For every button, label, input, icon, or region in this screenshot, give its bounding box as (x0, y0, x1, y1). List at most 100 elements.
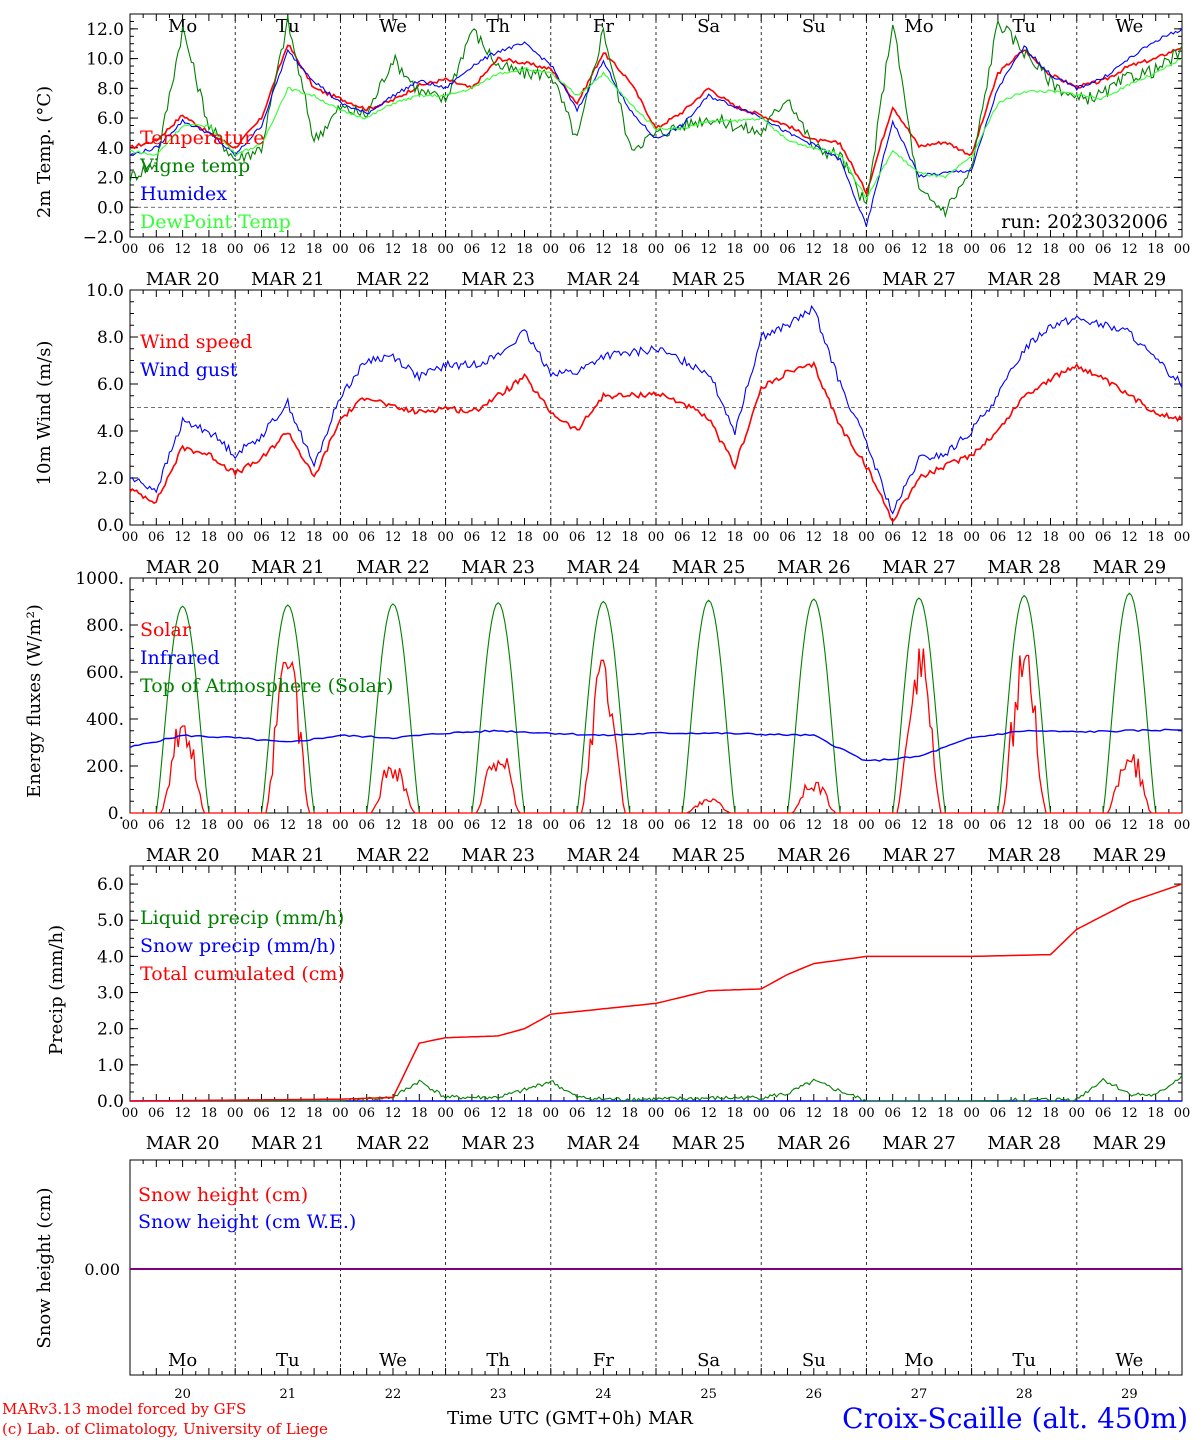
legend-vigne-temp: Vigne temp (139, 155, 250, 177)
x-date-label: MAR 22 (356, 557, 430, 578)
legend-humidex: Humidex (140, 183, 227, 205)
x-hour-label: 18 (832, 242, 849, 257)
x-hour-label: 12 (1016, 818, 1033, 833)
day-number-label: 29 (1121, 1387, 1138, 1402)
x-date-label: MAR 28 (987, 269, 1061, 290)
day-number-label: 25 (700, 1387, 717, 1402)
x-hour-label: 00 (1069, 530, 1086, 545)
series-infrared (129, 728, 1183, 762)
x-axis-title: Time UTC (GMT+0h) MAR (447, 1408, 693, 1429)
weekday-label-bottom: Mo (168, 1350, 197, 1371)
x-hour-label: 00 (227, 1106, 244, 1121)
snow-panel: Mo 20 Tu 21 We 22 Th 23 Fr 24 Sa 25 Su 26 Mo 27 Tu 28 We 29… (34, 1159, 1183, 1402)
x-date-label: MAR 25 (672, 557, 746, 578)
x-hour-label: 00 (648, 1106, 665, 1121)
y-tick-label: 6.0 (97, 875, 124, 895)
x-hour-label: 18 (516, 242, 533, 257)
x-hour-label: 18 (306, 818, 323, 833)
x-hour-label: 12 (1121, 242, 1138, 257)
x-hour-label: 00 (1069, 818, 1086, 833)
footer: MARv3.13 model forced by GFS (c) Lab. of… (2, 1400, 1188, 1438)
y-tick-label: 600. (86, 663, 124, 683)
weekday-label-bottom: Tu (276, 1350, 300, 1371)
legend-dewpoint: DewPoint Temp (140, 211, 291, 233)
y-tick-label: 0.0 (97, 198, 124, 218)
weekday-label-bottom: Fr (593, 1350, 614, 1371)
y-tick-label: 4.0 (97, 422, 124, 442)
y-tick-label: 6.0 (97, 109, 124, 129)
x-hour-label: 06 (1095, 1106, 1112, 1121)
x-hour-label: 18 (832, 530, 849, 545)
x-hour-label: 06 (569, 530, 586, 545)
x-hour-label: 18 (937, 818, 954, 833)
y-tick-label: 3.0 (97, 984, 124, 1004)
x-hour-label: 12 (280, 818, 297, 833)
x-hour-label: 06 (990, 1106, 1007, 1121)
x-hour-label: 12 (385, 242, 402, 257)
model-credit: MARv3.13 model forced by GFS (2, 1400, 246, 1418)
y-tick-label: 0.0 (97, 1092, 124, 1112)
x-hour-label: 06 (1095, 818, 1112, 833)
x-date-label: MAR 22 (356, 269, 430, 290)
weekday-label-bottom: Th (486, 1350, 510, 1371)
y-axis-label-precip: Precip (mm/h) (46, 925, 67, 1055)
x-date-label: MAR 26 (777, 1133, 851, 1154)
x-hour-label: 06 (569, 818, 586, 833)
x-hour-label: 12 (385, 530, 402, 545)
x-date-label: MAR 20 (146, 845, 220, 866)
x-hour-label: 06 (253, 1106, 270, 1121)
y-tick-label: 800. (86, 616, 124, 636)
x-hour-label: 12 (490, 1106, 507, 1121)
x-date-label: MAR 28 (987, 557, 1061, 578)
x-date-label: MAR 28 (987, 1133, 1061, 1154)
y-axis-label-temperature: 2m Temp. (°C) (34, 86, 55, 218)
x-hour-label: 12 (1016, 530, 1033, 545)
x-hour-label: 00 (227, 242, 244, 257)
x-hour-label: 06 (779, 242, 796, 257)
x-hour-label: 18 (832, 818, 849, 833)
y-tick-label: 10.0 (86, 50, 124, 70)
x-hour-label: 12 (806, 530, 823, 545)
x-hour-label: 06 (358, 1106, 375, 1121)
x-hour-label: 12 (1121, 530, 1138, 545)
weekday-label-bottom: Tu (1012, 1350, 1036, 1371)
x-hour-label: 00 (1174, 1106, 1191, 1121)
weekday-label-top: We (1116, 16, 1144, 37)
legend-toa: Top of Atmosphere (Solar) (140, 675, 393, 697)
y-tick-label: 8.0 (97, 328, 124, 348)
x-hour-label: 12 (595, 530, 612, 545)
x-date-label: MAR 21 (251, 557, 325, 578)
run-label: run: 2023032006 (1001, 211, 1168, 233)
x-hour-label: 00 (1069, 1106, 1086, 1121)
x-hour-label: 18 (727, 818, 744, 833)
x-hour-label: 06 (148, 242, 165, 257)
x-hour-label: 00 (648, 818, 665, 833)
x-hour-label: 18 (727, 242, 744, 257)
x-hour-label: 18 (201, 1106, 218, 1121)
x-hour-label: 18 (1042, 530, 1059, 545)
legend-infrared: Infrared (140, 647, 220, 669)
x-hour-label: 06 (779, 1106, 796, 1121)
legend-snow-height: Snow height (cm) (138, 1184, 308, 1206)
x-hour-label: 00 (753, 818, 770, 833)
x-date-label: MAR 29 (1093, 269, 1167, 290)
x-hour-label: 12 (595, 818, 612, 833)
legend-temperature: Temperature (140, 127, 264, 149)
snow-ytick-0: 0.00 (84, 1260, 120, 1279)
x-hour-label: 12 (490, 530, 507, 545)
x-hour-label: 12 (490, 818, 507, 833)
x-hour-label: 12 (490, 242, 507, 257)
x-hour-label: 18 (411, 242, 428, 257)
x-hour-label: 18 (1042, 242, 1059, 257)
series-dewpoint-temp (129, 58, 1183, 201)
x-hour-label: 00 (437, 242, 454, 257)
weekday-label-top: Sa (697, 16, 720, 37)
x-hour-label: 18 (516, 818, 533, 833)
x-date-label: MAR 20 (146, 1133, 220, 1154)
x-hour-label: 06 (358, 818, 375, 833)
x-hour-label: 06 (884, 242, 901, 257)
day-number-label: 20 (174, 1387, 191, 1402)
x-date-label: MAR 28 (987, 845, 1061, 866)
